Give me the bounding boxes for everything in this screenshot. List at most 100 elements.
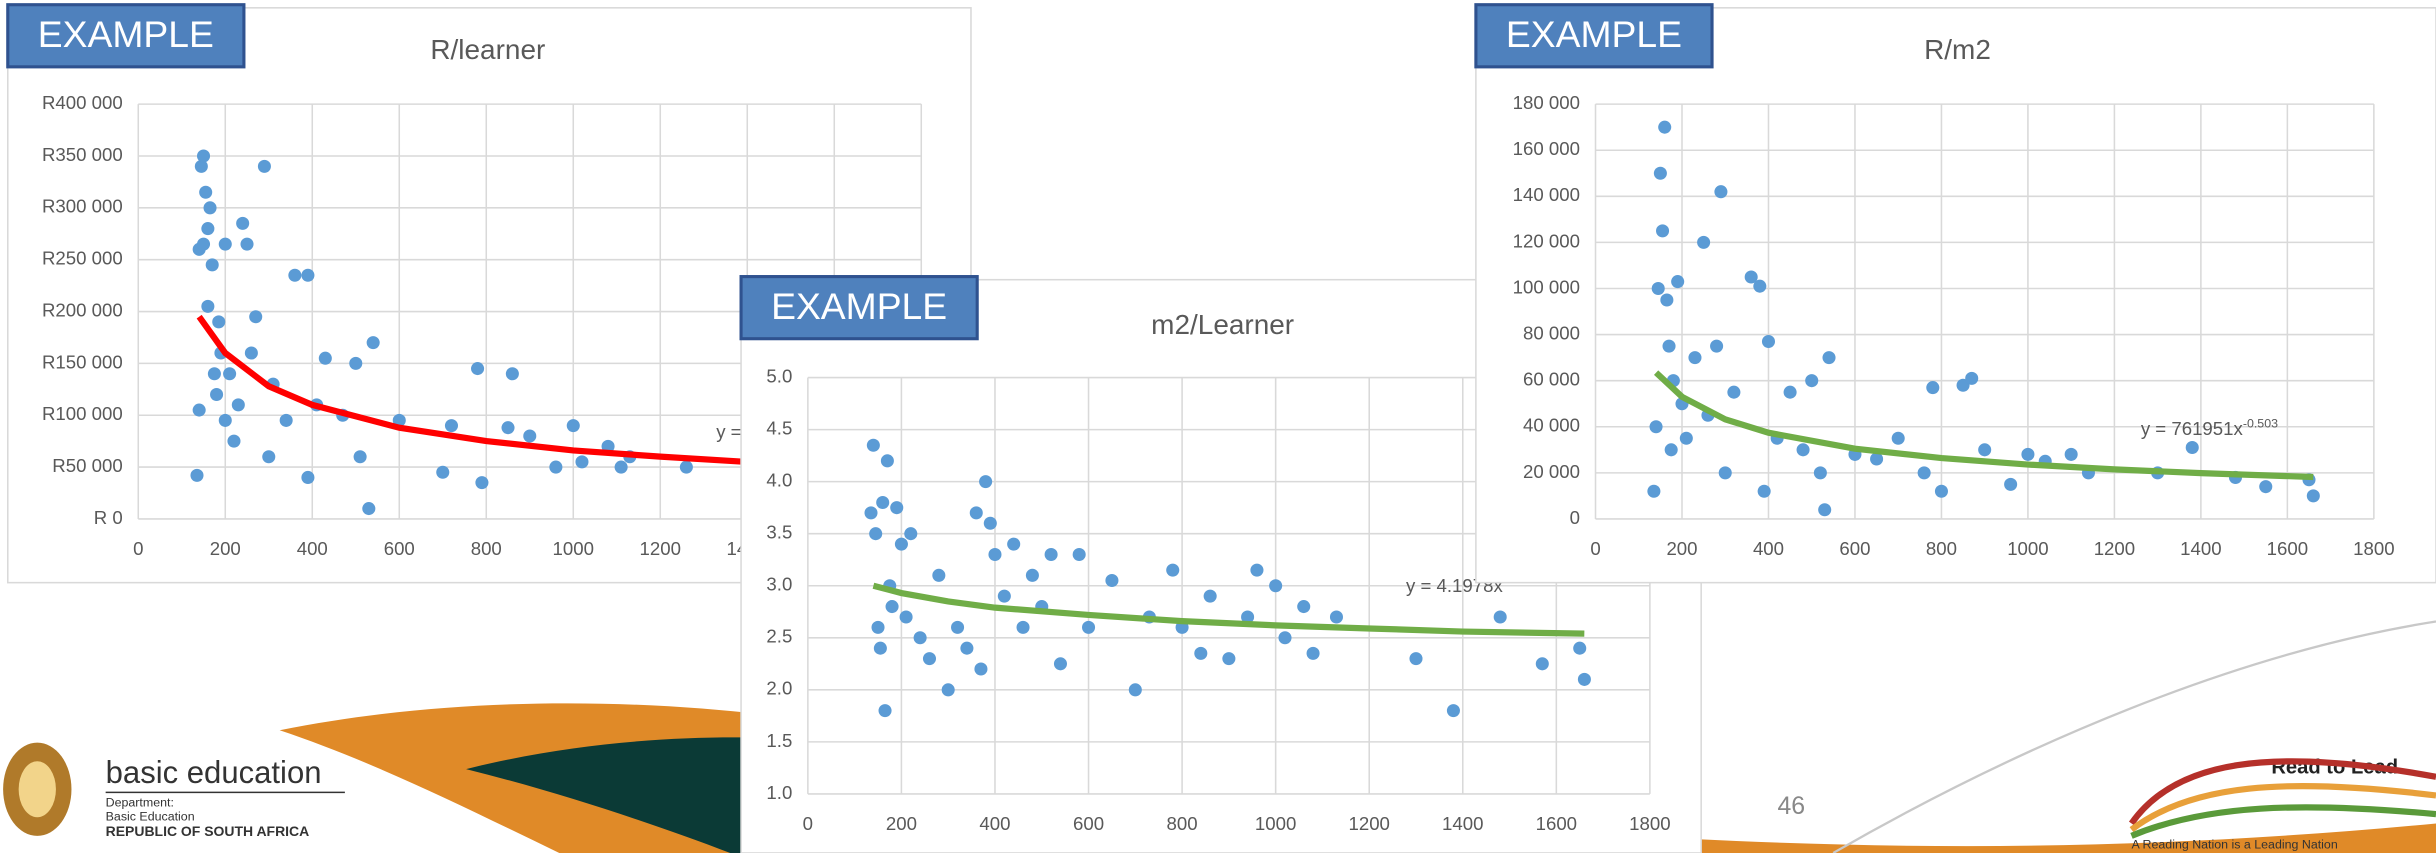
y-tick-label: 2.5 xyxy=(766,626,792,647)
x-tick-label: 1000 xyxy=(2007,538,2048,559)
point xyxy=(1072,547,1086,562)
point xyxy=(244,346,258,360)
x-tick-label: 0 xyxy=(1590,538,1600,559)
badge-box xyxy=(6,3,246,69)
x-tick-label: 1200 xyxy=(1348,813,1389,834)
point xyxy=(1813,466,1827,480)
point xyxy=(1082,620,1096,634)
x-tick-label: 1400 xyxy=(1442,813,1483,834)
point xyxy=(566,419,580,433)
x-tick-label: 600 xyxy=(1073,813,1104,834)
point xyxy=(951,620,965,634)
badge-box xyxy=(739,275,979,341)
y-tick-label: R350 000 xyxy=(42,144,123,165)
point xyxy=(614,460,628,474)
y-tick-label: R300 000 xyxy=(42,196,123,217)
point xyxy=(1662,339,1676,353)
point xyxy=(1965,371,1979,385)
point xyxy=(1688,351,1702,365)
point xyxy=(1649,420,1663,434)
x-tick-label: 200 xyxy=(886,813,917,834)
x-tick-label: 0 xyxy=(803,813,813,834)
point xyxy=(969,506,983,520)
y-tick-label: 2.0 xyxy=(766,678,792,699)
point xyxy=(205,258,219,272)
y-tick-label: R200 000 xyxy=(42,299,123,320)
point xyxy=(1409,652,1423,666)
point xyxy=(196,149,211,163)
page-number: 46 xyxy=(1777,793,1805,820)
point xyxy=(1710,339,1724,353)
y-tick-label: 80 000 xyxy=(1523,323,1580,344)
point xyxy=(890,501,904,515)
point xyxy=(983,516,997,530)
point xyxy=(471,362,485,376)
point xyxy=(475,476,489,490)
point xyxy=(1656,224,1670,238)
point xyxy=(1796,443,1810,457)
point xyxy=(1783,385,1797,399)
point xyxy=(1822,351,1836,365)
point xyxy=(505,367,519,381)
point xyxy=(1744,270,1758,284)
arc xyxy=(2129,782,2436,833)
x-tick-label: 400 xyxy=(1753,538,1784,559)
arc xyxy=(2130,804,2436,839)
point xyxy=(988,547,1002,562)
point xyxy=(873,641,887,655)
chart-title: m2/Learner xyxy=(1151,309,1294,340)
point xyxy=(1679,431,1693,445)
point xyxy=(1761,334,1776,349)
x-tick-label: 800 xyxy=(1167,813,1198,834)
point xyxy=(1647,484,1661,498)
point xyxy=(257,159,271,173)
logo-line: REPUBLIC OF SOUTH AFRICA xyxy=(106,823,310,839)
point xyxy=(997,589,1011,603)
point xyxy=(1025,568,1039,582)
x-tick-label: 1000 xyxy=(553,538,594,559)
point xyxy=(2306,489,2320,503)
x-tick-label: 1200 xyxy=(640,538,681,559)
point xyxy=(301,268,315,282)
y-tick-label: 60 000 xyxy=(1523,369,1580,390)
point xyxy=(1891,431,1905,445)
point xyxy=(1926,381,1940,395)
logo-line: Department: xyxy=(106,795,174,809)
point xyxy=(1714,185,1728,199)
badge-box xyxy=(1474,3,1714,69)
point xyxy=(885,600,899,614)
badge: EXAMPLE xyxy=(1506,13,1682,55)
point xyxy=(279,413,293,427)
x-tick-label: 400 xyxy=(979,813,1010,834)
y-tick-label: 100 000 xyxy=(1513,276,1580,297)
point xyxy=(523,429,537,443)
x-tick-label: 200 xyxy=(210,538,241,559)
x-tick-label: 1600 xyxy=(2267,538,2308,559)
point xyxy=(1128,683,1142,697)
point xyxy=(1577,672,1591,686)
chart-title: R/m2 xyxy=(1924,34,1991,65)
point xyxy=(1978,443,1992,457)
point xyxy=(1653,166,1667,180)
point xyxy=(1016,620,1030,634)
y-tick-label: 40 000 xyxy=(1523,415,1580,436)
point xyxy=(549,460,563,474)
y-tick-label: 0 xyxy=(1570,507,1580,528)
y-tick-label: 1.5 xyxy=(766,730,792,751)
point xyxy=(231,398,245,412)
point xyxy=(1818,503,1832,517)
point xyxy=(913,631,927,645)
equation: y = xyxy=(716,421,741,442)
point xyxy=(1105,574,1119,588)
point xyxy=(960,641,974,655)
equation-exponent: -0.503 xyxy=(2243,416,2278,430)
point xyxy=(1917,466,1931,480)
point xyxy=(979,475,993,489)
point xyxy=(1573,641,1587,655)
y-tick-label: 180 000 xyxy=(1513,92,1580,113)
point xyxy=(190,468,204,482)
point xyxy=(1166,563,1180,577)
x-tick-label: 1800 xyxy=(1629,813,1670,834)
point xyxy=(1660,293,1674,307)
point xyxy=(1870,452,1884,466)
